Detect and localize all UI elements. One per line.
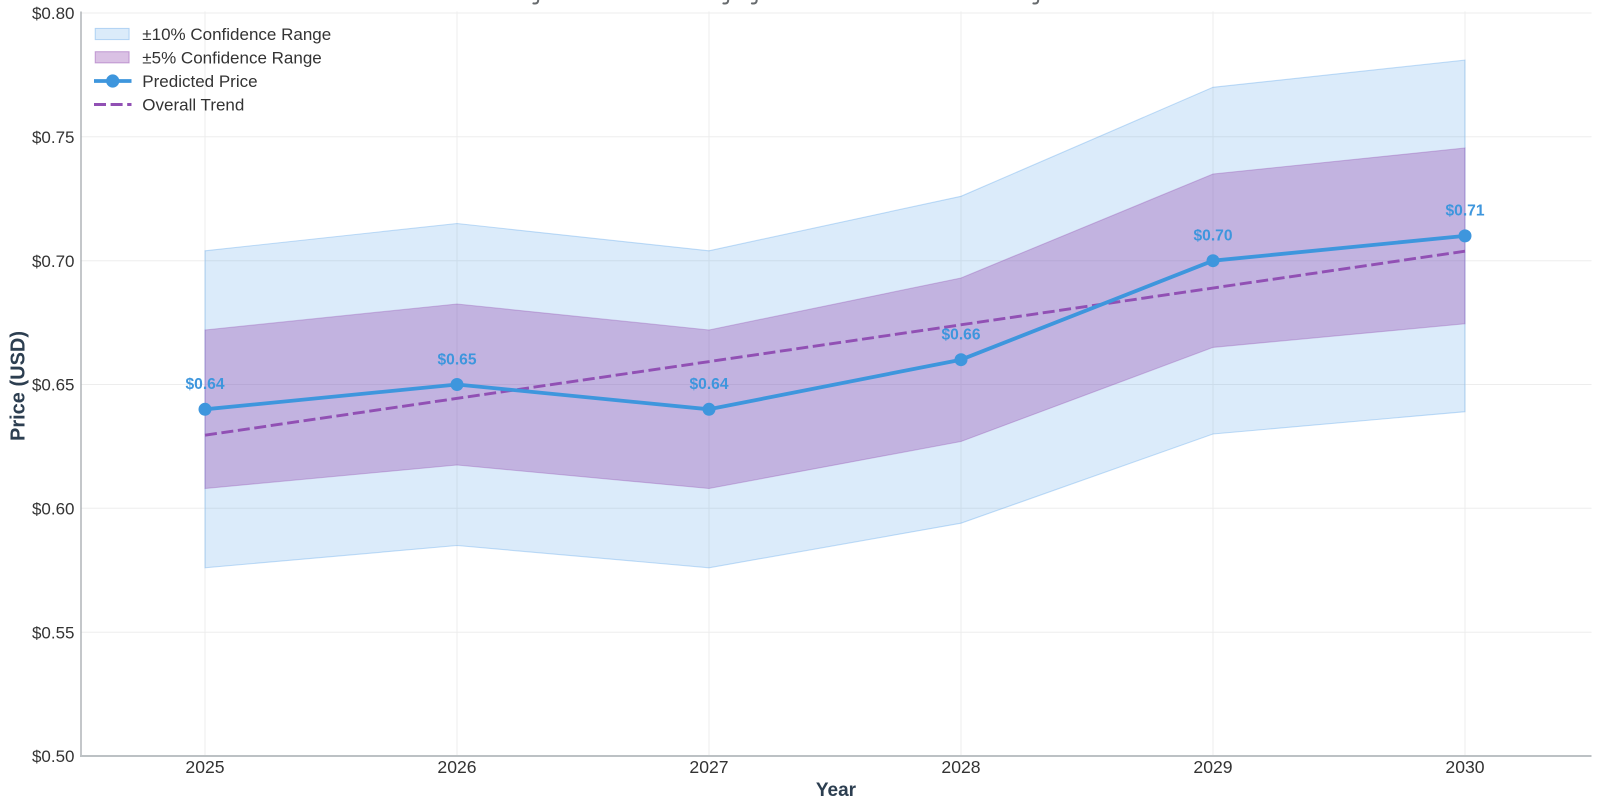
svg-text:$0.80: $0.80 (32, 4, 75, 23)
svg-text:±5% Confidence Range: ±5% Confidence Range (142, 48, 321, 67)
svg-text:2028: 2028 (941, 757, 980, 777)
svg-text:Price (USD): Price (USD) (8, 331, 30, 441)
svg-text:$0.64: $0.64 (689, 376, 728, 393)
svg-text:$0.50: $0.50 (32, 747, 75, 766)
svg-text:$0.64: $0.64 (185, 376, 224, 393)
svg-text:Overall Trend: Overall Trend (142, 96, 244, 115)
svg-text:$0.66: $0.66 (941, 327, 980, 344)
svg-text:$0.65: $0.65 (437, 351, 476, 368)
svg-text:Predicted Price: Predicted Price (142, 72, 257, 91)
svg-text:2030: 2030 (1445, 757, 1484, 777)
svg-text:$0.70: $0.70 (1193, 228, 1232, 245)
svg-text:2027: 2027 (689, 757, 728, 777)
svg-text:2025: 2025 (185, 757, 224, 777)
svg-text:2029: 2029 (1193, 757, 1232, 777)
svg-text:2026: 2026 (437, 757, 476, 777)
svg-text:$0.55: $0.55 (32, 623, 75, 642)
svg-text:$0.60: $0.60 (32, 499, 75, 518)
svg-text:$0.71: $0.71 (1445, 203, 1484, 220)
svg-text:$0.75: $0.75 (32, 128, 75, 147)
svg-text:±10% Confidence Range: ±10% Confidence Range (142, 25, 331, 44)
svg-text:$0.65: $0.65 (32, 376, 75, 395)
svg-text:$0.70: $0.70 (32, 252, 75, 271)
svg-text:Year: Year (816, 780, 857, 801)
